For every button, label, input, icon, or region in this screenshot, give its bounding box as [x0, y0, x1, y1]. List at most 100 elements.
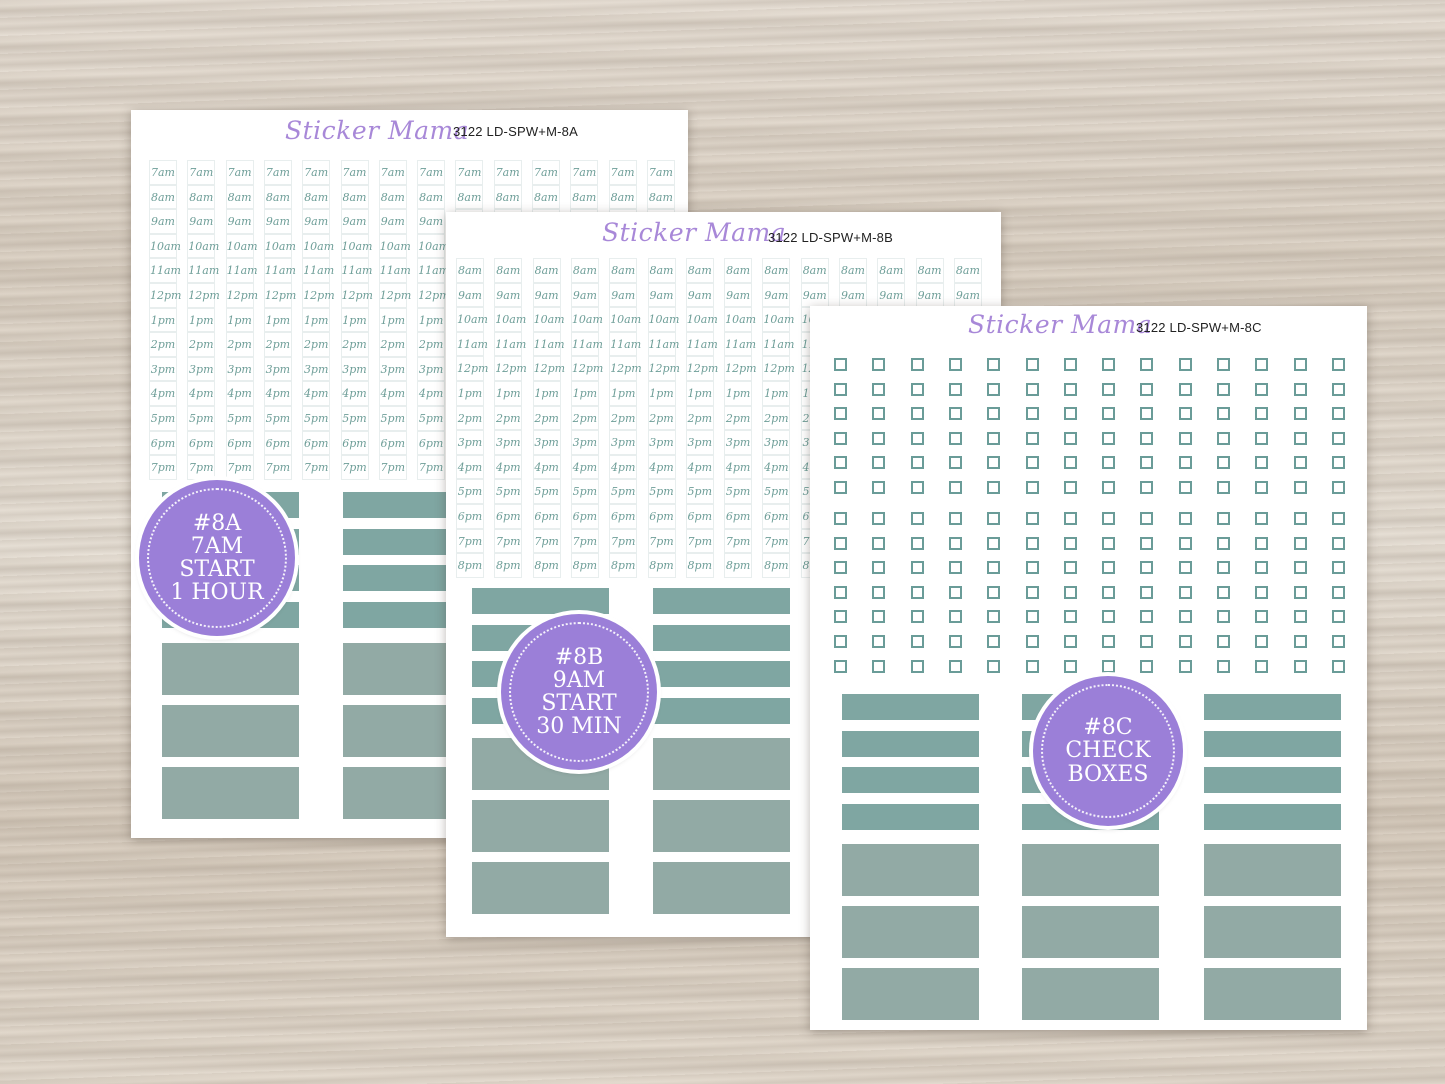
- checkbox-icon: [1140, 382, 1154, 396]
- time-label: 12pm: [532, 356, 565, 381]
- time-label: 3pm: [609, 430, 638, 455]
- checkbox-icon: [1102, 456, 1116, 470]
- box-sticker: [1022, 844, 1159, 896]
- brand-logo-8c: Sticker Mama: [968, 310, 1153, 339]
- checkbox-icon: [872, 382, 886, 396]
- checkbox-icon: [1255, 382, 1269, 396]
- checkbox-icon: [1025, 481, 1039, 494]
- time-label: 7am: [340, 160, 369, 185]
- checkbox-icon: [1140, 610, 1154, 624]
- checkbox-icon: [1293, 536, 1307, 550]
- time-label: 12pm: [494, 356, 527, 381]
- badge-8a: #8A 7AM START 1 HOUR: [139, 480, 295, 636]
- time-label: 1pm: [456, 381, 484, 406]
- badge-8c-line-1: #8C: [1083, 715, 1133, 741]
- time-label: 8am: [647, 258, 676, 283]
- time-label: 8pm: [570, 553, 599, 578]
- header-bar-sticker: [1204, 694, 1341, 720]
- checkbox-icon: [1178, 561, 1192, 575]
- time-label: 2pm: [263, 332, 292, 357]
- time-label: 2pm: [187, 332, 216, 357]
- time-label: 6pm: [302, 430, 331, 456]
- time-label: 8am: [225, 184, 254, 210]
- time-label: 1pm: [724, 381, 753, 406]
- checkbox-icon: [1063, 635, 1077, 648]
- time-label: 5pm: [762, 479, 791, 504]
- time-label: 7pm: [570, 528, 599, 554]
- time-label: 8pm: [724, 553, 753, 578]
- time-label: 8am: [493, 184, 522, 210]
- sheet-code-8c: 3122 LD-SPW+M-8C: [1136, 320, 1262, 335]
- box-sticker: [472, 862, 609, 914]
- checkbox-icon: [1178, 456, 1192, 470]
- checkbox-icon: [910, 585, 924, 599]
- checkbox-icon: [987, 659, 1001, 673]
- checkbox-icon: [910, 512, 924, 525]
- checkbox-icon: [948, 512, 962, 525]
- checkbox-icon: [834, 456, 847, 470]
- checkbox-icon: [1063, 659, 1077, 673]
- badge-8a-line-4: 1 HOUR: [170, 580, 264, 606]
- checkbox-icon: [1255, 561, 1269, 575]
- checkbox-icon: [1293, 431, 1307, 445]
- checkbox-icon: [1217, 659, 1230, 673]
- checkbox-icon: [987, 561, 1001, 575]
- time-label: 5pm: [263, 406, 292, 431]
- checkbox-icon: [1331, 536, 1345, 550]
- time-label: 12pm: [302, 283, 335, 308]
- checkbox-icon: [910, 456, 924, 470]
- checkbox-icon: [1063, 431, 1077, 445]
- time-label: 6pm: [187, 430, 216, 456]
- time-label: 10am: [340, 233, 373, 259]
- checkbox-icon: [1331, 610, 1345, 624]
- time-label: 9am: [494, 282, 523, 308]
- checkbox-icon: [872, 585, 886, 599]
- brand-logo-8a: Sticker Mama: [285, 116, 470, 145]
- checkbox-icon: [1331, 456, 1345, 470]
- box-sticker: [162, 643, 299, 695]
- sticker-sheet-8c: Sticker Mama 3122 LD-SPW+M-8C: [810, 306, 1367, 1030]
- box-sticker: [842, 968, 979, 1020]
- time-label: 2pm: [609, 405, 638, 431]
- checkbox-icon: [948, 407, 962, 421]
- checkbox-icon: [987, 635, 1001, 648]
- time-label: 11am: [302, 258, 334, 283]
- time-label: 3pm: [570, 430, 599, 455]
- checkbox-icon: [1140, 585, 1154, 599]
- time-label: 4pm: [570, 454, 599, 480]
- time-label: 1pm: [187, 307, 216, 333]
- box-sticker: [653, 800, 790, 852]
- checkbox-icon: [1063, 456, 1077, 470]
- time-label: 12pm: [378, 283, 411, 308]
- box-sticker: [1022, 906, 1159, 958]
- checkbox-icon: [1293, 659, 1307, 673]
- checkbox-icon: [1217, 512, 1230, 525]
- checkbox-icon: [1255, 407, 1269, 421]
- time-label: 4pm: [225, 381, 254, 406]
- badge-8c: #8C CHECK BOXES: [1033, 676, 1183, 826]
- checkbox-icon: [1293, 561, 1307, 575]
- time-label: 8pm: [494, 553, 523, 578]
- checkbox-icon: [1140, 407, 1154, 421]
- checkbox-icon: [1063, 512, 1077, 525]
- time-label: 7am: [378, 160, 407, 185]
- checkbox-icon: [987, 456, 1001, 470]
- badge-8c-line-3: BOXES: [1067, 761, 1149, 787]
- box-sticker: [842, 844, 979, 896]
- box-sticker: [162, 767, 299, 819]
- time-label: 10am: [724, 307, 756, 332]
- time-label: 8am: [532, 258, 561, 283]
- time-label: 5pm: [417, 406, 446, 431]
- checkbox-icon: [1178, 585, 1192, 599]
- checkbox-icon: [987, 481, 1001, 494]
- checkbox-icon: [1331, 407, 1345, 421]
- time-label: 7pm: [609, 528, 638, 554]
- checkbox-icon: [1025, 635, 1039, 648]
- time-label: 11am: [187, 258, 219, 283]
- checkbox-icon: [834, 659, 847, 673]
- time-label: 10am: [225, 233, 258, 259]
- checkbox-icon: [1293, 358, 1307, 371]
- time-label: 6pm: [570, 504, 599, 529]
